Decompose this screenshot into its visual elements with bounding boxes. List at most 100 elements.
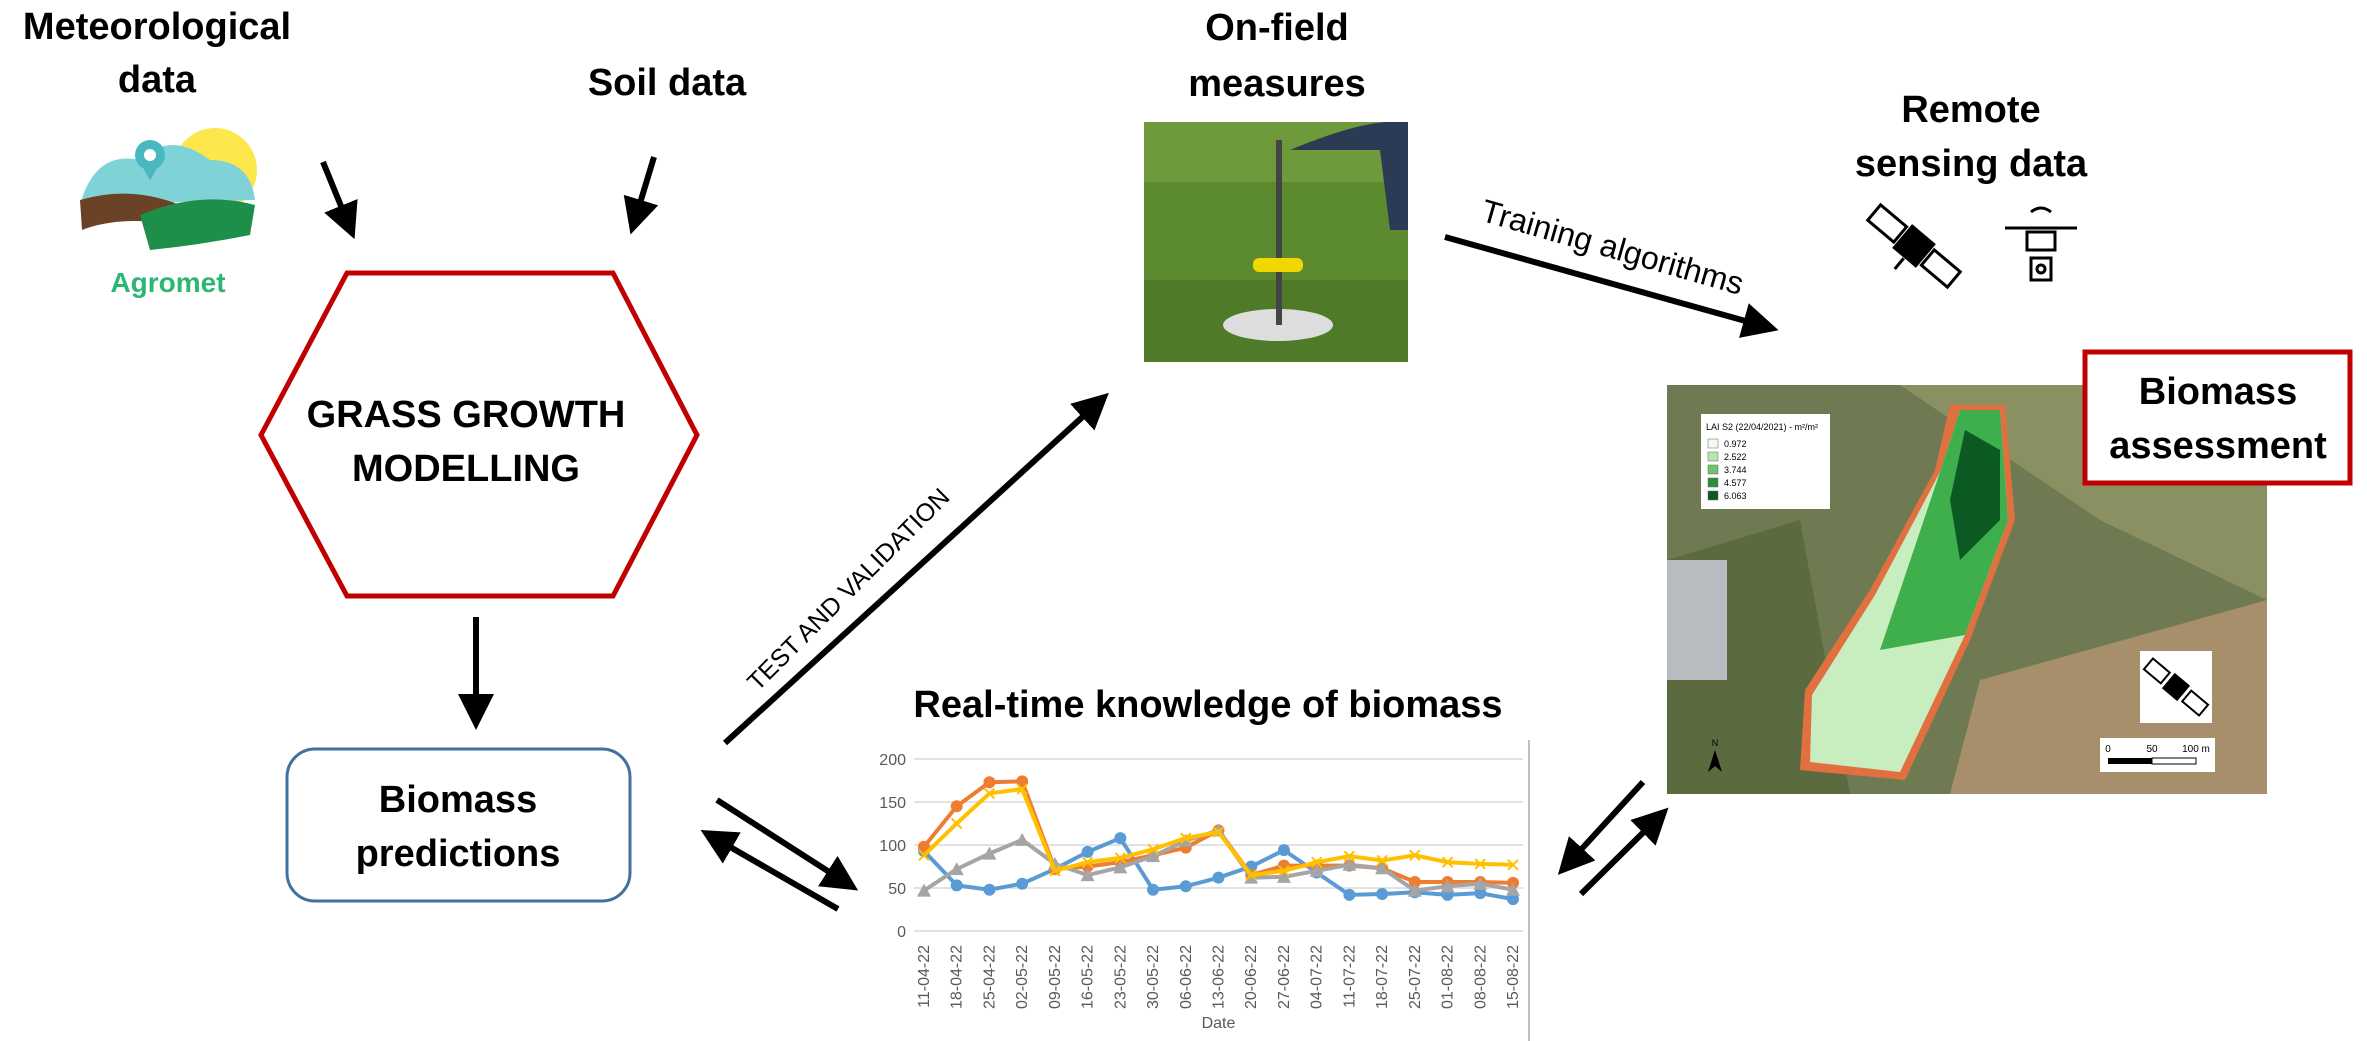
x-tick-label: 18-07-22 (1374, 945, 1391, 1009)
point (1016, 877, 1029, 890)
point (983, 787, 996, 800)
legend-item: 0.972 (1724, 439, 1747, 449)
point (917, 883, 931, 897)
legend-item: 4.577 (1724, 478, 1747, 488)
point (1016, 775, 1029, 788)
legend-item: 3.744 (1724, 465, 1747, 475)
point (1245, 869, 1257, 881)
legend-item: 2.522 (1724, 452, 1747, 462)
x-tick-label: 09-05-22 (1047, 945, 1064, 1009)
point (1278, 865, 1290, 877)
point (1375, 861, 1390, 875)
point (1309, 863, 1324, 877)
x-tick-label: 20-06-22 (1243, 945, 1260, 1009)
point (1506, 882, 1520, 896)
legend-swatch (1707, 451, 1719, 462)
label: assessment (2109, 425, 2327, 467)
label: On-field (1205, 7, 1349, 49)
point (1114, 832, 1127, 845)
legend-swatch (1707, 477, 1719, 488)
label: MODELLING (352, 448, 580, 490)
point (1343, 850, 1356, 862)
icons (1865, 202, 2077, 290)
logo-text: Agromet (110, 267, 225, 298)
point (1113, 860, 1128, 874)
point (1016, 783, 1028, 795)
y-tick-label: 50 (888, 881, 906, 898)
point (1376, 888, 1389, 901)
legend-title: LAI S2 (22/04/2021) - m²/m² (1706, 422, 1818, 432)
point (1376, 854, 1388, 867)
logo: Agromet (80, 128, 257, 298)
photo (1144, 122, 1408, 362)
x-tick-label: 04-07-22 (1309, 945, 1326, 1009)
label: Biomass (379, 779, 537, 821)
x-axis-label: Date (1202, 1015, 1236, 1032)
y-tick-label: 0 (897, 924, 906, 941)
point (1212, 826, 1225, 838)
scale-label: 50 (2146, 744, 2158, 755)
point (949, 862, 964, 876)
scale-label: 0 (2105, 744, 2111, 755)
point (1408, 875, 1421, 888)
label: GRASS GROWTH (307, 394, 626, 436)
point (1310, 856, 1323, 868)
point (1440, 879, 1455, 893)
point (1244, 870, 1259, 884)
point (1180, 832, 1192, 844)
point (1080, 868, 1095, 882)
point (1407, 883, 1422, 897)
point (1343, 888, 1356, 901)
label: Meteorological (23, 6, 291, 48)
point (950, 879, 963, 892)
point (950, 800, 963, 813)
label: Real-time knowledge of biomass (913, 684, 1502, 726)
point (1081, 845, 1094, 858)
point (1212, 871, 1225, 884)
x-tick-label: 02-05-22 (1014, 945, 1031, 1009)
assessment-box (2082, 349, 2353, 486)
label: sensing data (1855, 143, 2088, 185)
y-tick-label: 150 (879, 795, 906, 812)
x-tick-label: 25-04-22 (981, 945, 998, 1009)
point (1081, 856, 1094, 868)
x-tick-label: 18-04-22 (949, 945, 966, 1009)
point (1147, 883, 1160, 896)
label: Soil data (588, 62, 747, 104)
x-tick-label: 11-07-22 (1341, 945, 1358, 1008)
label: data (118, 59, 197, 101)
point (1474, 858, 1486, 870)
x-tick-label: 15-08-22 (1505, 945, 1522, 1009)
label: Remote (1901, 89, 2040, 131)
label: Biomass (2139, 371, 2297, 413)
point (1147, 843, 1159, 856)
x-tick-label: 27-06-22 (1276, 945, 1293, 1009)
point (1507, 893, 1519, 906)
point (1276, 869, 1291, 883)
label: measures (1188, 63, 1365, 105)
x-tick-label: 30-05-22 (1145, 945, 1162, 1009)
hexagon (258, 270, 700, 599)
point (1342, 857, 1357, 871)
x-tick-label: 08-08-22 (1472, 945, 1489, 1009)
y-tick-label: 100 (879, 838, 906, 855)
x-tick-label: 13-06-22 (1211, 945, 1228, 1009)
legend-swatch (1707, 464, 1719, 475)
y-tick-label: 200 (879, 752, 906, 769)
x-tick-label: 23-05-22 (1112, 945, 1129, 1009)
point (1015, 832, 1030, 846)
point (1179, 880, 1192, 893)
legend-swatch (1707, 490, 1719, 501)
point (1277, 844, 1290, 857)
legend-swatch (1707, 438, 1719, 449)
point (982, 846, 997, 860)
label: predictions (356, 833, 561, 875)
scale-label: 100 m (2182, 744, 2210, 755)
point (983, 883, 996, 896)
point (918, 849, 930, 862)
predictions-box (285, 747, 632, 903)
x-tick-label: 01-08-22 (1440, 945, 1457, 1009)
point (1473, 876, 1488, 890)
point (1409, 849, 1421, 862)
